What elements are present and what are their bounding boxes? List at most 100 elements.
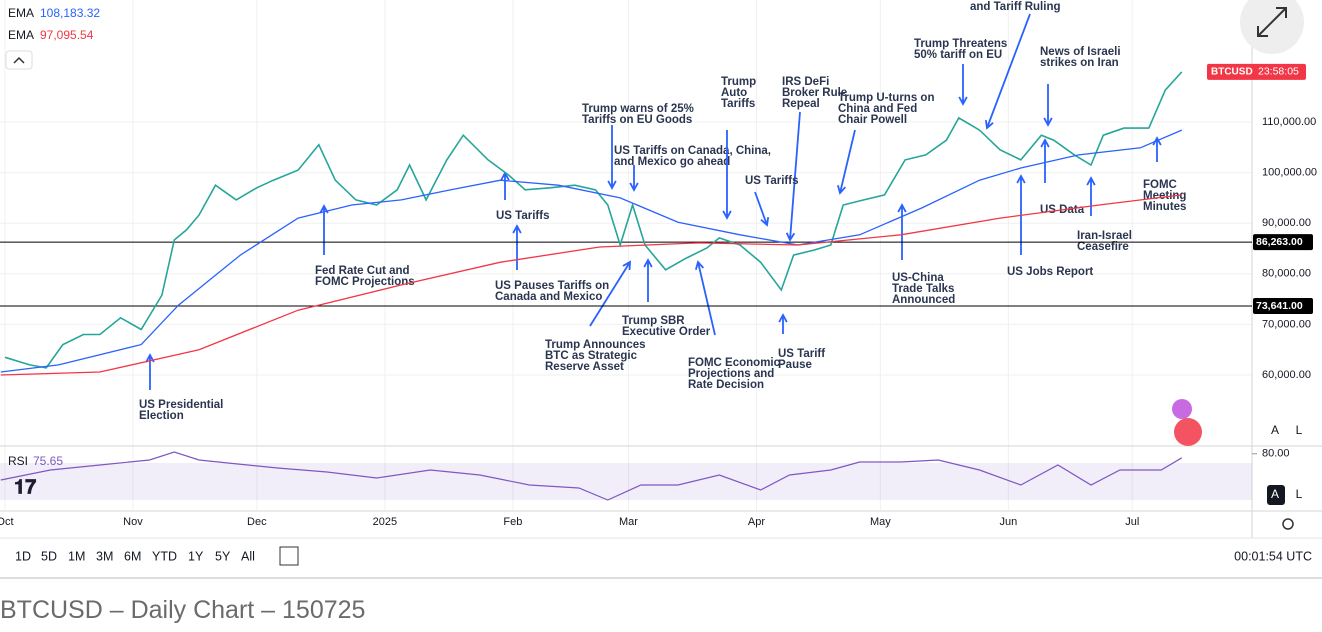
caption: BTCUSD – Daily Chart – 150725 — [0, 596, 366, 624]
annotation-arrow — [754, 191, 770, 227]
events-icon — [1174, 418, 1202, 446]
x-tick-label: Jun — [999, 516, 1017, 528]
annotation-text: FOMC Projections — [315, 276, 415, 288]
y-tick-label: 110,000.00 — [1262, 116, 1316, 128]
price-badge-name: BTCUSD — [1211, 67, 1253, 78]
legend-name: EMA — [8, 28, 34, 42]
annotation-text: Rate Decision — [688, 379, 764, 391]
annotation-text: Election — [139, 410, 184, 422]
x-tick-label: 2025 — [373, 516, 397, 528]
annotation-text: Meeting — [1143, 190, 1186, 202]
annotation-arrow — [694, 260, 716, 336]
annotation-text: Broker Rule — [782, 87, 847, 99]
legend-name: EMA — [8, 6, 34, 20]
annotation-text: Announced — [892, 294, 955, 306]
annotation-text: US Tariffs — [745, 175, 798, 187]
chart-card — [0, 0, 1322, 578]
annotation-text: Trump SBR — [622, 315, 685, 327]
scale-button[interactable]: A — [1271, 423, 1279, 437]
annotation-text: Pause — [778, 359, 812, 371]
range-button[interactable]: 1D — [15, 549, 31, 563]
annotation-arrow — [512, 224, 522, 270]
range-button[interactable]: 5D — [41, 549, 57, 563]
annotation-text: US Presidential — [139, 399, 223, 411]
tv-logo: 𝟏𝟕 — [14, 476, 36, 498]
news-icon — [1172, 399, 1192, 419]
annotation-text: Trade Talks — [892, 283, 954, 295]
fullscreen-button[interactable] — [1240, 0, 1304, 54]
level-badge — [1253, 297, 1313, 314]
annotation-arrow — [1040, 138, 1050, 183]
x-tick-label: Apr — [748, 516, 765, 528]
x-tick-label: May — [870, 516, 891, 528]
range-button[interactable]: YTD — [152, 549, 177, 563]
price-badge — [1207, 63, 1306, 80]
collapse-button[interactable] — [5, 50, 33, 70]
legend-value: 108,183.32 — [40, 6, 100, 20]
annotation-arrow — [643, 258, 653, 302]
annotation-text: Fed Rate Cut and — [315, 265, 410, 277]
annotation-text: US Tariffs — [496, 210, 549, 222]
scale-button[interactable]: A — [1271, 487, 1279, 501]
annotation-text: US Jobs Report — [1007, 266, 1093, 278]
range-button[interactable]: 1Y — [188, 549, 204, 563]
annotation-text: Trump Announces — [545, 339, 646, 351]
annotation-text: IRS DeFi — [782, 76, 829, 88]
scale-button-bg — [1267, 485, 1285, 505]
x-tick-label: Oct — [0, 516, 14, 528]
annotation-arrow — [629, 165, 639, 192]
scale-button[interactable]: L — [1296, 487, 1303, 501]
rsi-band — [0, 463, 1252, 501]
ema-line — [0, 194, 1182, 376]
range-button[interactable]: 3M — [96, 549, 113, 563]
annotation-text: US Tariff — [778, 348, 825, 360]
annotation-text: Executive Order — [622, 326, 711, 338]
annotation-arrow — [607, 125, 617, 190]
y-tick-label: 80,000.00 — [1262, 268, 1311, 280]
annotation-arrow — [1043, 84, 1053, 127]
annotation-text: and Tariff Ruling — [970, 1, 1061, 13]
annotation-text: US Pauses Tariffs on — [495, 280, 609, 292]
annotation-arrow — [837, 129, 856, 195]
annotation-arrow — [897, 203, 907, 260]
annotation-text: Auto — [721, 87, 747, 99]
annotation-text: BTC as Strategic — [545, 350, 638, 362]
annotation-text: and Mexico go ahead — [614, 156, 730, 168]
x-tick-label: Dec — [247, 516, 267, 528]
annotation-arrow — [1086, 176, 1096, 216]
range-button[interactable]: 1M — [68, 549, 85, 563]
rsi-name: RSI — [8, 454, 28, 468]
annotation-text: Ceasefire — [1077, 241, 1129, 253]
annotation-text: Minutes — [1143, 201, 1186, 213]
settings-button[interactable] — [1282, 518, 1294, 530]
level-label: 73,641.00 — [1256, 300, 1303, 312]
level-label: 86,263.00 — [1256, 236, 1303, 248]
annotation-arrow — [984, 13, 1031, 130]
annotation-text: FOMC — [1143, 179, 1177, 191]
y-tick-label: 90,000.00 — [1262, 217, 1311, 229]
range-button[interactable]: 5Y — [215, 549, 231, 563]
fullscreen-icon — [1257, 7, 1287, 37]
annotation-text: Chair Powell — [838, 114, 907, 126]
range-button[interactable]: 6M — [124, 549, 141, 563]
annotation-text: US-China — [892, 272, 944, 284]
annotation-arrow — [785, 111, 801, 242]
annotation-text: FOMC Economic — [688, 357, 781, 369]
annotation-text: US Tariffs on Canada, China, — [614, 145, 771, 157]
price-badge-time: 23:58:05 — [1258, 66, 1299, 78]
range-button[interactable]: All — [241, 549, 255, 563]
annotation-text: Trump warns of 25% — [582, 103, 694, 115]
y-tick-label: 100,000.00 — [1262, 167, 1317, 179]
annotation-text: strikes on Iran — [1040, 57, 1119, 69]
rsi-tick-label: 80.00 — [1262, 448, 1290, 460]
annotation-arrow — [778, 313, 788, 334]
legend-value: 97,095.54 — [40, 28, 94, 42]
annotation-text: Iran-Israel — [1077, 230, 1132, 242]
annotation-arrow — [1152, 136, 1162, 162]
date-range-icon[interactable] — [279, 546, 299, 566]
annotation-text: Tariffs on EU Goods — [582, 114, 692, 126]
annotation-text: News of Israeli — [1040, 46, 1121, 58]
x-tick-label: Feb — [503, 516, 522, 528]
scale-button[interactable]: L — [1296, 423, 1303, 437]
